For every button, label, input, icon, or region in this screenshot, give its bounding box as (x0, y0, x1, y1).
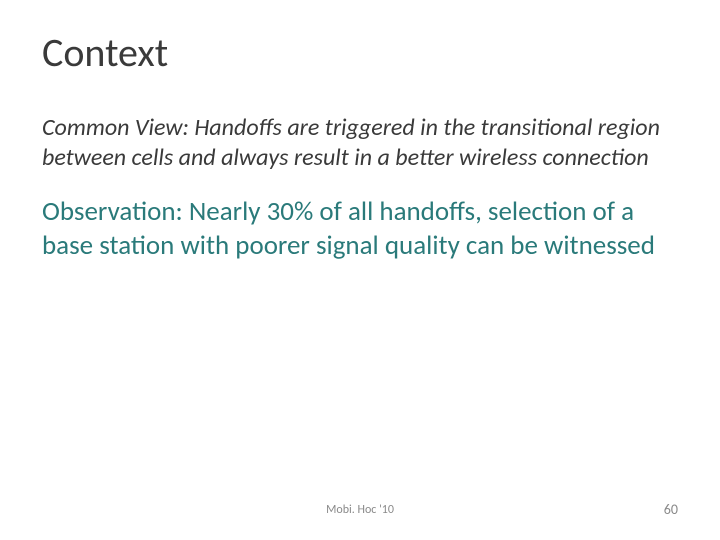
observation-text: Observation: Nearly 30% of all handoffs,… (42, 195, 678, 263)
common-view-text: Common View: Handoffs are triggered in t… (42, 113, 678, 173)
slide-number: 60 (664, 501, 678, 518)
slide-footer: Mobi. Hoc '10 60 (0, 501, 720, 518)
footer-conference-label: Mobi. Hoc '10 (326, 503, 394, 517)
slide-title: Context (42, 28, 678, 77)
